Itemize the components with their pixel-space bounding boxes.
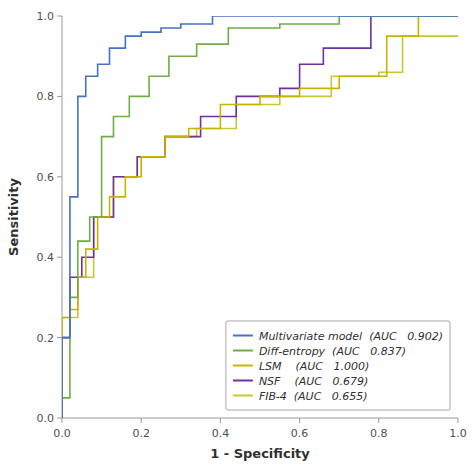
y-tick-label: 1.0 — [37, 10, 55, 23]
x-tick-label: 0.4 — [212, 427, 230, 440]
x-tick — [299, 418, 300, 423]
x-axis-line — [62, 418, 458, 419]
x-tick-label: 0.0 — [53, 427, 71, 440]
x-tick-label: 0.8 — [370, 427, 388, 440]
x-tick-label: 0.6 — [291, 427, 309, 440]
legend-label: Multivariate model (AUC 0.902) — [259, 330, 443, 343]
legend-label: FIB-4 (AUC 0.655) — [259, 390, 368, 403]
roc-curve — [62, 16, 458, 418]
x-axis-label: 1 - Specificity — [210, 446, 310, 461]
legend-swatch — [233, 335, 253, 337]
legend-swatch — [233, 365, 253, 367]
y-tick — [57, 16, 62, 17]
legend-swatch — [233, 395, 253, 397]
y-tick-label: 0.4 — [37, 251, 55, 264]
plot-area — [62, 16, 458, 418]
y-tick-label: 0.0 — [37, 412, 55, 425]
legend-label: Diff-entropy (AUC 0.837) — [259, 345, 406, 358]
axes: 0.0 0.2 0.4 0.6 0.8 1.0 0.0 0.2 0.4 0.6 0.8 1.0 — [37, 10, 467, 440]
legend-label: NSF (AUC 0.679) — [259, 375, 368, 388]
x-tick — [378, 418, 379, 423]
legend-label: LSM (AUC 1.000) — [259, 360, 369, 373]
y-tick — [57, 96, 62, 97]
legend-swatch — [233, 380, 253, 382]
legend-frame — [226, 321, 450, 410]
y-tick — [57, 337, 62, 338]
x-tick — [458, 418, 459, 423]
x-tick-label: 0.2 — [132, 427, 150, 440]
y-tick — [57, 418, 62, 419]
roc-curve — [62, 16, 458, 418]
y-axis-label: Sensitivity — [6, 178, 21, 256]
y-tick — [57, 257, 62, 258]
y-tick — [57, 176, 62, 177]
legend-swatch — [233, 350, 253, 352]
chart: 0.0 0.2 0.4 0.6 0.8 1.0 0.0 0.2 0.4 0.6 0.8 1.0 1 - … — [0, 0, 474, 470]
roc-curve — [62, 16, 458, 418]
x-tick — [141, 418, 142, 423]
x-tick-label: 1.0 — [449, 427, 467, 440]
roc-curve — [62, 16, 458, 418]
x-tick — [220, 418, 221, 423]
legend: Multivariate model (AUC 0.902) Diff-entro… — [226, 321, 450, 410]
x-tick — [62, 418, 63, 423]
roc-curve — [62, 36, 458, 418]
y-tick-label: 0.8 — [37, 90, 55, 103]
y-tick-label: 0.2 — [37, 332, 55, 345]
y-tick-label: 0.6 — [37, 171, 55, 184]
